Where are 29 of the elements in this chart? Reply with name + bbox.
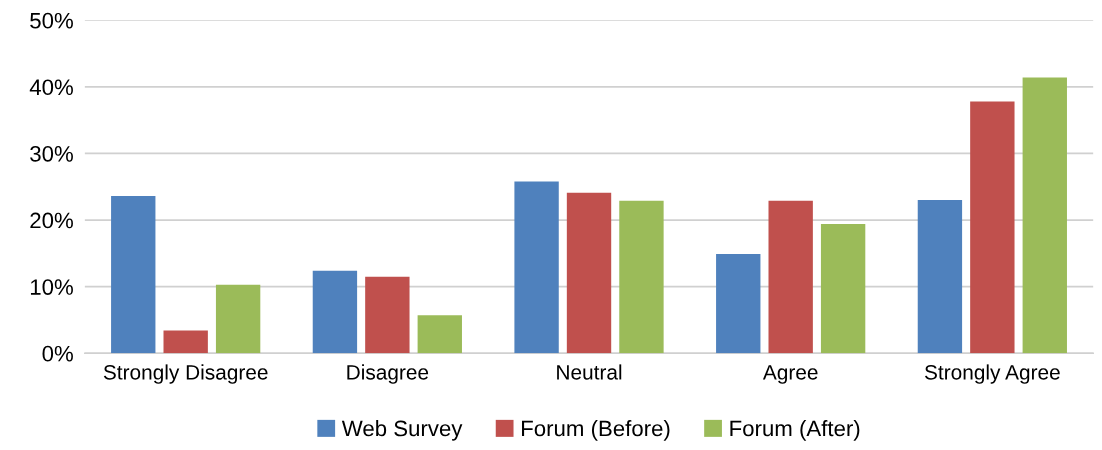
y-tick-label: 30% xyxy=(30,145,73,162)
x-tick-label: Neutral xyxy=(557,364,622,380)
bar xyxy=(365,276,410,354)
y-tick-label: 50% xyxy=(30,12,73,29)
x-tick-label: Strongly Disagree xyxy=(103,364,268,384)
bar xyxy=(417,315,462,354)
x-tick-label: Strongly Agree xyxy=(924,364,1060,384)
x-tick-label: Agree xyxy=(762,365,818,384)
bar xyxy=(312,270,358,354)
x-tick-label: Disagree xyxy=(347,364,429,384)
legend-label: Forum (Before) xyxy=(522,419,670,441)
bar xyxy=(566,192,612,354)
bar xyxy=(820,224,866,354)
bar xyxy=(768,200,813,354)
y-tick-label: 40% xyxy=(29,79,73,96)
legend-label: Forum (After) xyxy=(730,419,860,441)
bar xyxy=(619,200,664,354)
bar xyxy=(970,101,1015,354)
bar xyxy=(917,200,963,354)
bar xyxy=(111,196,156,354)
y-tick-label: 0% xyxy=(42,345,73,362)
legend-label: Web Survey xyxy=(341,419,463,441)
bar xyxy=(716,254,761,354)
bar xyxy=(215,284,261,354)
y-tick-label: 10% xyxy=(30,279,73,295)
bar xyxy=(163,330,208,354)
bar xyxy=(514,181,559,354)
bar xyxy=(1022,77,1067,354)
y-tick-label: 20% xyxy=(30,212,73,229)
